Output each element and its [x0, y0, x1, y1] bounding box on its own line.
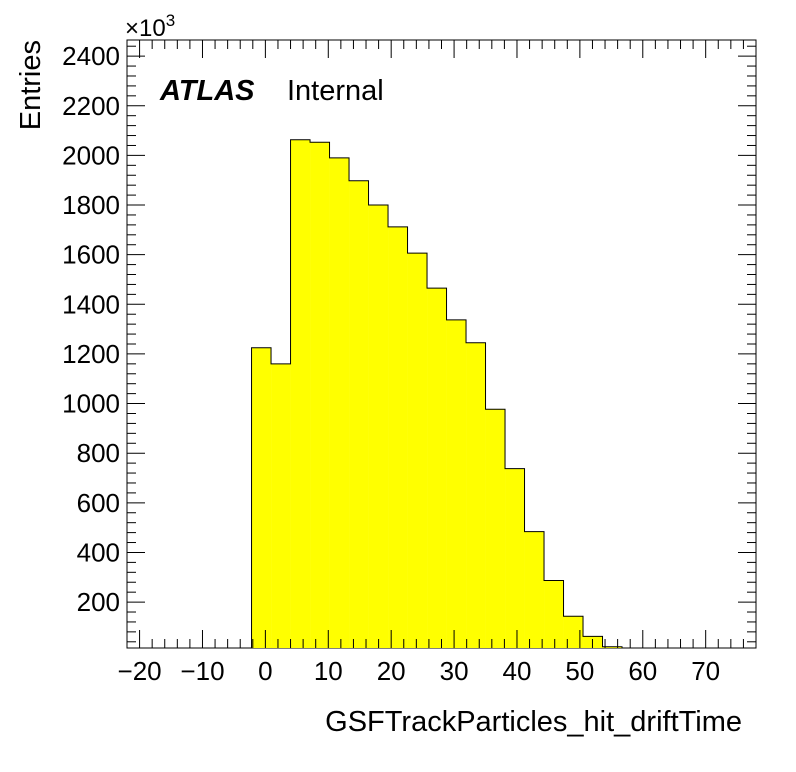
y-tick-label: 1200: [62, 339, 120, 369]
x-tick-label: 70: [691, 656, 720, 686]
x-axis-label: GSFTrackParticles_hit_driftTime: [325, 706, 742, 738]
histogram-bar: [388, 226, 408, 648]
y-tick-label: 600: [77, 488, 120, 518]
y-tick-label: 200: [77, 587, 120, 617]
atlas-label: ATLAS: [159, 75, 255, 107]
x-tick-label: −20: [118, 656, 162, 686]
histogram-bar: [349, 180, 369, 649]
histogram-bars: [251, 139, 623, 649]
x-tick-label: 50: [565, 656, 594, 686]
y-tick-label: 2400: [62, 41, 120, 71]
histogram-bar: [466, 342, 486, 648]
y-tick-label: 800: [77, 438, 120, 468]
x-tick-label: 0: [258, 656, 272, 686]
histogram-outline: [251, 139, 623, 648]
y-tick-label: 2000: [62, 140, 120, 170]
histogram-bar: [544, 580, 564, 648]
histogram-bar: [427, 288, 447, 648]
y-tick-label: 1000: [62, 389, 120, 419]
x-tick-label: 60: [628, 656, 657, 686]
x-tick-label: 40: [503, 656, 532, 686]
y-tick-label: 400: [77, 537, 120, 567]
x-axis-tick-labels: −20 −10 0 10 20 30 40 50 60 70: [118, 656, 721, 686]
histogram-bar: [446, 319, 467, 648]
histogram-bar: [368, 205, 389, 648]
histogram-bar: [251, 347, 272, 648]
y-multiplier-label: ×103: [125, 11, 175, 42]
histogram-bar: [407, 253, 428, 648]
histogram-bar: [271, 363, 291, 648]
y-axis-label: Entries: [15, 40, 47, 130]
histogram-bar: [310, 142, 330, 648]
y-tick-label: 1400: [62, 289, 120, 319]
histogram-bar: [602, 646, 623, 648]
x-tick-label: 20: [377, 656, 406, 686]
histogram-bar: [563, 616, 584, 648]
histogram-bar: [485, 409, 506, 648]
y-tick-label: 2200: [62, 91, 120, 121]
y-tick-label: 1600: [62, 240, 120, 270]
histogram-bar: [524, 531, 545, 648]
x-tick-label: 30: [440, 656, 469, 686]
histogram-bar: [329, 157, 350, 648]
x-axis-ticks: [126, 40, 757, 648]
y-tick-label: 1800: [62, 190, 120, 220]
atlas-status-label: Internal: [287, 75, 384, 107]
histogram-bar: [505, 468, 525, 648]
x-tick-label: −10: [180, 656, 224, 686]
histogram-bar: [290, 139, 311, 648]
x-tick-label: 10: [314, 656, 343, 686]
y-axis-ticks: [127, 45, 756, 643]
y-axis-tick-labels: 200 400 600 800 1000 1200 1400 1600 1800 2000 2200…: [62, 41, 120, 617]
